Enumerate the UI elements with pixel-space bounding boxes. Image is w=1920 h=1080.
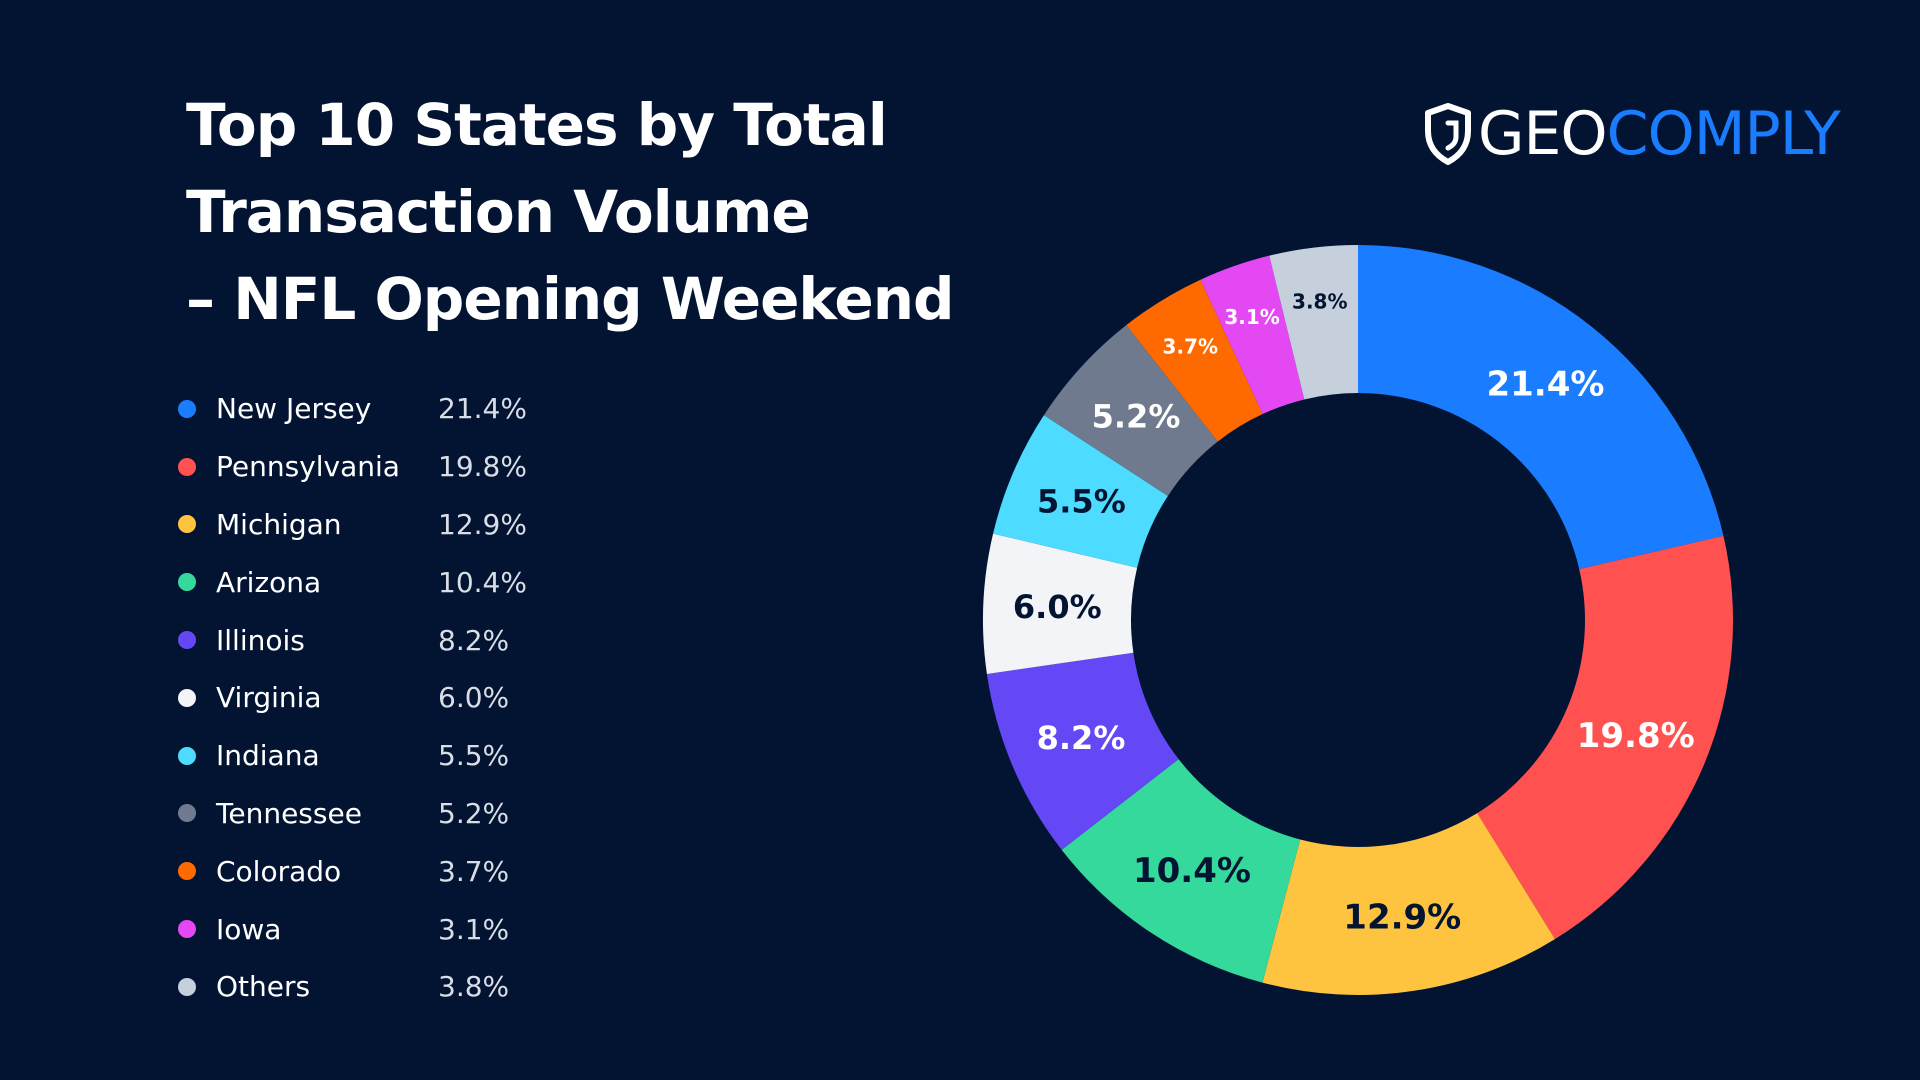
legend-item-arizona: Arizona 10.4% <box>178 553 598 611</box>
legend-label-arizona: Arizona <box>216 565 322 599</box>
legend-label-virginia: Virginia <box>216 681 322 715</box>
slice-pennsylvania <box>1477 535 1733 940</box>
legend-item-illinois: Illinois 8.2% <box>178 611 598 669</box>
legend-item-new-jersey: New Jersey 21.4% <box>178 380 598 438</box>
slice-label-illinois: 8.2% <box>1037 719 1126 757</box>
legend-item-michigan: Michigan 12.9% <box>178 496 598 554</box>
legend-label-tennessee: Tennessee <box>216 796 362 830</box>
legend-swatch-arizona <box>178 573 196 592</box>
slice-colorado <box>1126 279 1263 442</box>
legend-label-pennsylvania: Pennsylvania <box>216 450 400 484</box>
slice-label-michigan: 12.9% <box>1343 898 1461 938</box>
legend-item-others: Others 3.8% <box>178 958 598 1016</box>
legend-value-michigan: 12.9% <box>438 507 527 541</box>
legend-value-others: 3.8% <box>438 970 510 1004</box>
slice-tennessee <box>1043 325 1218 496</box>
legend-label-others: Others <box>216 970 311 1004</box>
legend-value-illinois: 8.2% <box>438 623 510 657</box>
legend-swatch-virginia <box>178 688 196 707</box>
slice-new-jersey <box>1358 245 1724 570</box>
legend-item-indiana: Indiana 5.5% <box>178 727 598 785</box>
slice-indiana <box>993 415 1168 568</box>
slice-others <box>1269 245 1358 400</box>
chart-title-line-3: – NFL Opening Weekend <box>186 265 955 333</box>
chart-title-line-1: Top 10 States by Total <box>186 91 888 159</box>
chart-title-line-2: Transaction Volume <box>186 178 811 246</box>
legend-swatch-illinois <box>178 631 196 650</box>
legend-swatch-michigan <box>178 515 196 534</box>
geocomply-logo: GEOCOMPLY <box>1420 98 1841 170</box>
shield-icon <box>1425 103 1471 165</box>
chart-legend: New Jersey 21.4% Pennsylvania 19.8% Michigan… <box>178 380 598 1016</box>
slice-michigan <box>1262 813 1555 995</box>
legend-item-pennsylvania: Pennsylvania 19.8% <box>178 438 598 496</box>
legend-item-iowa: Iowa 3.1% <box>178 900 598 958</box>
legend-value-tennessee: 5.2% <box>438 796 510 830</box>
slice-illinois <box>986 652 1179 850</box>
slice-label-new-jersey: 21.4% <box>1486 365 1604 405</box>
slice-label-iowa: 3.1% <box>1224 305 1279 329</box>
slice-virginia <box>982 533 1138 675</box>
legend-swatch-tennessee <box>178 804 196 823</box>
legend-label-colorado: Colorado <box>216 854 342 888</box>
slice-label-arizona: 10.4% <box>1133 851 1251 891</box>
legend-label-indiana: Indiana <box>216 739 320 773</box>
legend-item-colorado: Colorado 3.7% <box>178 842 598 900</box>
slice-label-tennessee: 5.2% <box>1092 398 1181 436</box>
legend-item-virginia: Virginia 6.0% <box>178 669 598 727</box>
legend-swatch-others <box>178 977 196 996</box>
logo-wordmark: GEOCOMPLY <box>1478 98 1841 170</box>
legend-swatch-iowa <box>178 920 196 939</box>
legend-label-michigan: Michigan <box>216 507 342 541</box>
legend-swatch-colorado <box>178 862 196 881</box>
slice-label-pennsylvania: 19.8% <box>1577 716 1695 756</box>
legend-swatch-pennsylvania <box>178 457 196 476</box>
logo-comply-text: COMPLY <box>1606 99 1841 169</box>
legend-value-indiana: 5.5% <box>438 739 510 773</box>
slice-label-virginia: 6.0% <box>1013 588 1102 626</box>
legend-item-tennessee: Tennessee 5.2% <box>178 785 598 843</box>
chart-title: Top 10 States by Total Transaction Volum… <box>186 82 1086 343</box>
legend-value-virginia: 6.0% <box>438 681 510 715</box>
legend-value-new-jersey: 21.4% <box>438 392 527 426</box>
legend-label-new-jersey: New Jersey <box>216 392 372 426</box>
logo-geo-text: GEO <box>1478 99 1608 169</box>
legend-swatch-indiana <box>178 746 196 765</box>
slice-label-colorado: 3.7% <box>1163 334 1218 358</box>
legend-value-arizona: 10.4% <box>438 565 527 599</box>
slice-label-others: 3.8% <box>1292 289 1347 313</box>
slice-label-indiana: 5.5% <box>1037 482 1126 520</box>
legend-value-iowa: 3.1% <box>438 912 510 946</box>
legend-value-colorado: 3.7% <box>438 854 510 888</box>
legend-value-pennsylvania: 19.8% <box>438 450 527 484</box>
legend-label-illinois: Illinois <box>216 623 305 657</box>
slice-iowa <box>1200 255 1305 415</box>
legend-swatch-new-jersey <box>178 399 196 418</box>
slice-arizona <box>1061 759 1301 983</box>
legend-label-iowa: Iowa <box>216 912 282 946</box>
